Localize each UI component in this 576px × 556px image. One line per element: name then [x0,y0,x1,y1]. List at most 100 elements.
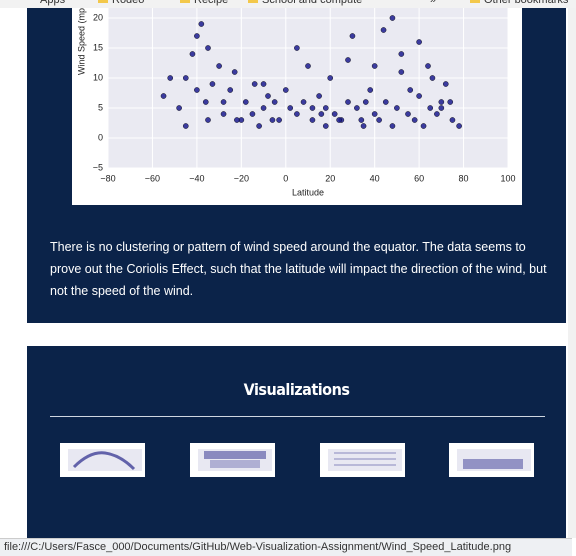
point [260,105,267,111]
point [411,117,418,123]
point [167,75,174,81]
point [416,39,422,45]
point [429,75,436,81]
point [205,117,211,123]
point [294,111,300,117]
y-tick-label: 20 [93,12,103,22]
point [216,63,222,69]
point [318,111,325,117]
point [194,87,200,93]
bookmark-overflow[interactable]: » [430,0,437,6]
x-tick-label: 80 [459,173,469,183]
x-tick-label: −80 [100,173,115,183]
y-tick-label: 5 [98,102,103,112]
point [287,105,294,111]
visualizations-panel [27,346,566,538]
scrollbar[interactable] [568,8,576,538]
point [194,33,200,39]
point [449,117,456,123]
point [209,81,216,87]
point [198,21,205,27]
point [438,99,445,105]
chart: −80 −60 −40 −20 0 20 40 60 80 100−505101520Latitu… [76,8,516,197]
point [305,63,311,69]
bookmark[interactable]: Other bookmarks [470,0,568,6]
point [251,81,258,87]
point [367,87,374,93]
point [316,93,322,99]
plot-area [108,8,508,168]
bookmark-label: Recipe [194,0,229,6]
point [256,123,262,129]
x-tick-label: 60 [414,173,424,183]
point [405,111,411,117]
y-tick-label: 10 [93,72,103,82]
point [282,87,289,93]
point [447,99,454,105]
bookmark-label: Rodeo [112,0,145,6]
point [260,81,267,87]
point [231,69,238,75]
point [182,123,189,129]
point [294,45,300,51]
bookmark[interactable]: School and compute [248,0,362,6]
point [331,111,338,117]
point [442,81,449,87]
thumbnail[interactable] [320,443,405,477]
bookmark-label: Other bookmarks [484,0,569,6]
point [234,117,240,123]
bookmark[interactable]: Recipe [180,0,228,6]
point [242,99,249,105]
point [220,99,227,105]
point [416,93,422,99]
point [309,105,316,111]
description: There is no clustering or pattern of win… [50,240,547,298]
point [265,93,271,99]
point [345,99,351,105]
point [389,15,396,21]
y-tick-label: −5 [93,162,103,172]
point [407,87,414,93]
point [249,111,256,117]
point [327,75,334,81]
point [227,87,234,93]
chart-image: −80 −60 −40 −20 0 20 40 60 80 100 −5 0 5 10 15 20 Latitu… [72,8,522,205]
divider [50,416,545,417]
x-tick-label: 40 [370,173,380,183]
point [300,99,307,105]
point [382,99,389,105]
thumbnail[interactable] [449,443,534,477]
point [427,105,434,111]
point [398,69,405,75]
bookmark-label: Apps [40,0,66,6]
x-axis-label: Latitude [292,187,324,197]
y-axis-label: Wind Speed (mph) [76,8,86,75]
point [376,117,382,123]
point [336,117,342,123]
point [176,105,182,111]
point [371,63,378,69]
thumbnail[interactable] [60,443,145,477]
point [456,123,462,129]
point [389,123,396,129]
section-title: Visualizations [243,380,350,399]
bookmark[interactable]: Apps [40,0,65,6]
point [322,105,329,111]
point [202,99,209,105]
point [362,99,369,105]
x-tick-label: −40 [189,173,204,183]
point [269,117,276,123]
point [360,123,367,129]
point [394,105,400,111]
x-tick-label: 20 [325,173,335,183]
point [358,117,365,123]
thumbnail[interactable] [190,443,275,477]
bookmark[interactable]: Rodeo [98,0,144,6]
point [189,51,196,57]
x-tick-label: 0 [283,173,288,183]
point [354,105,360,111]
point [205,45,211,51]
status-bar: file:///C:/Users/Fasce_000/Documents/Git… [0,538,572,556]
bookmark-label: School and compute [262,0,363,6]
